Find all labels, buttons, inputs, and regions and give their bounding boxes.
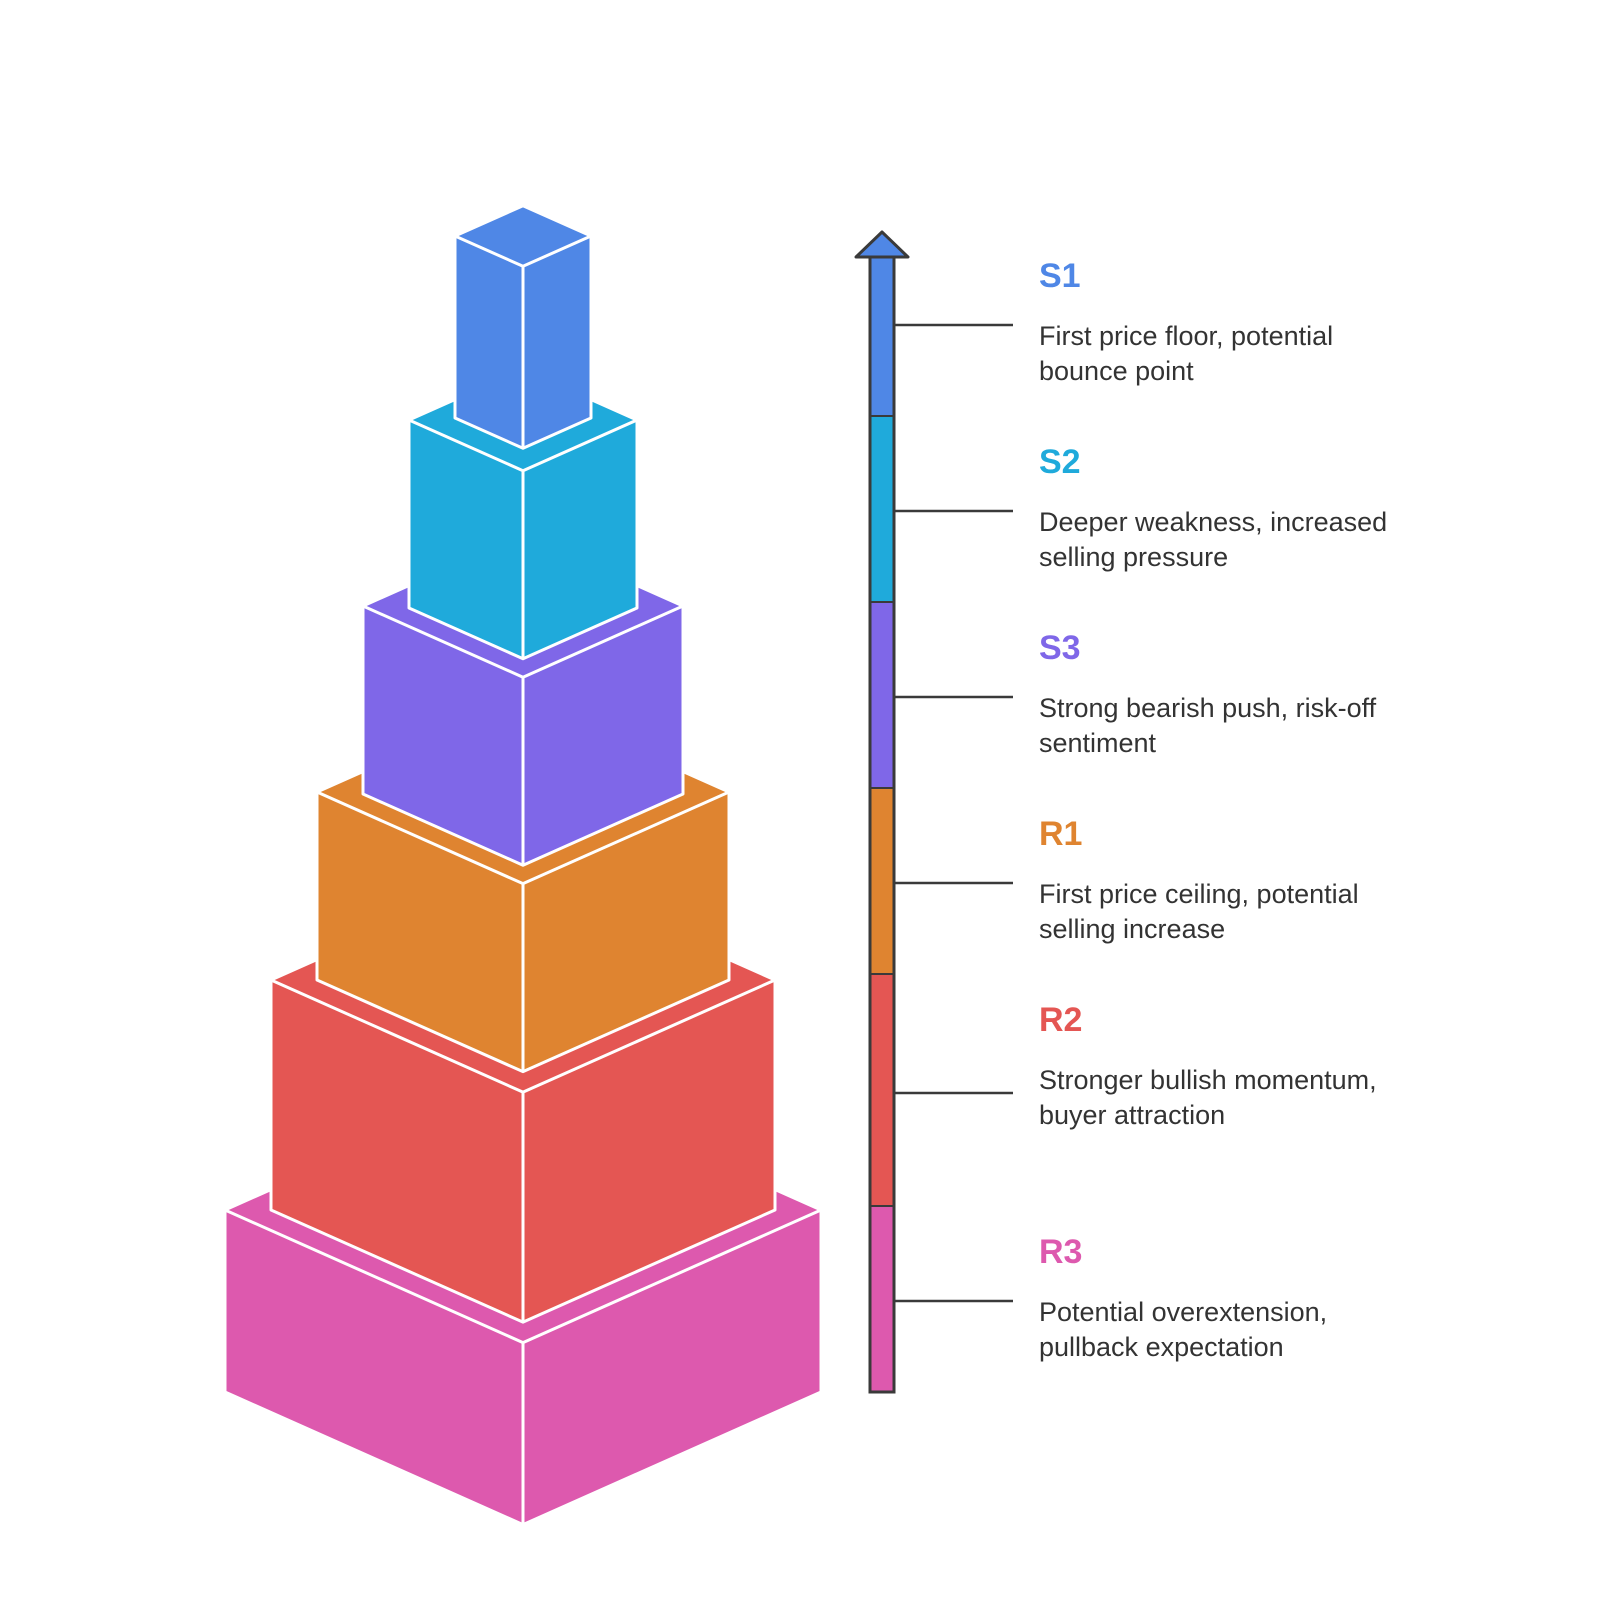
- scale-segment-r2: [870, 974, 894, 1206]
- scale-segment-s3: [870, 602, 894, 788]
- level-r2-title: R2: [1039, 1001, 1083, 1039]
- scale-segment-s1: [870, 255, 894, 416]
- level-s3-title: S3: [1039, 629, 1081, 667]
- level-r1-title: R1: [1039, 815, 1083, 853]
- scale-segment-s2: [870, 416, 894, 602]
- level-s2: S2 Deeper weakness, increased selling pr…: [1039, 442, 1419, 575]
- level-s1-title: S1: [1039, 257, 1081, 295]
- level-r2-description: Stronger bullish momentum, buyer attract…: [1039, 1065, 1377, 1130]
- level-s1: S1 First price floor, potential bounce p…: [1039, 256, 1419, 389]
- level-s3: S3 Strong bearish push, risk-off sentime…: [1039, 628, 1419, 761]
- block-s2: [407, 367, 639, 661]
- scale-segment-r3: [870, 1206, 894, 1392]
- level-s3-description: Strong bearish push, risk-off sentiment: [1039, 693, 1377, 758]
- scale-segment-r1: [870, 788, 894, 974]
- level-s2-description: Deeper weakness, increased selling press…: [1039, 507, 1388, 572]
- arrow-up-icon: [854, 230, 910, 259]
- block-s1: [453, 204, 593, 450]
- level-s2-title: S2: [1039, 443, 1081, 481]
- level-scale: [854, 230, 1013, 1394]
- level-s1-description: First price floor, potential bounce poin…: [1039, 321, 1334, 386]
- level-r3: R3 Potential overextension, pullback exp…: [1039, 1232, 1419, 1365]
- level-r1-description: First price ceiling, potential selling i…: [1039, 879, 1359, 944]
- level-r1: R1 First price ceiling, potential sellin…: [1039, 814, 1419, 947]
- level-r3-description: Potential overextension, pullback expect…: [1039, 1297, 1328, 1362]
- level-r3-title: R3: [1039, 1233, 1083, 1271]
- stacked-blocks: [223, 204, 823, 1527]
- level-r2: R2 Stronger bullish momentum, buyer attr…: [1039, 1000, 1419, 1133]
